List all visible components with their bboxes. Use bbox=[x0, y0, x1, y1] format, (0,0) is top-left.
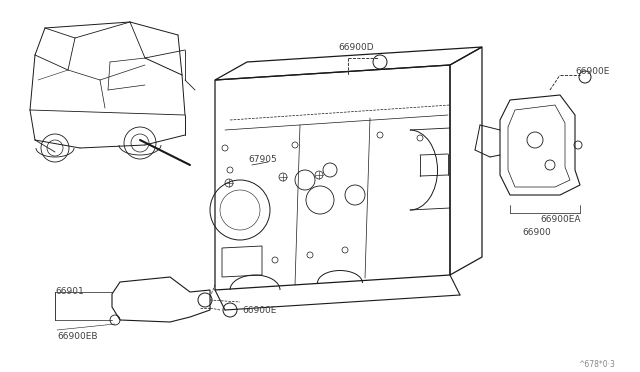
Text: 66900: 66900 bbox=[522, 228, 551, 237]
Text: 66901: 66901 bbox=[55, 287, 84, 296]
Text: 66900D: 66900D bbox=[338, 43, 374, 52]
Text: ^678*0·3: ^678*0·3 bbox=[578, 360, 615, 369]
Text: 66900EA: 66900EA bbox=[540, 215, 580, 224]
Text: 67905: 67905 bbox=[248, 155, 276, 164]
Text: 66900EB: 66900EB bbox=[57, 332, 97, 341]
Text: 66900E: 66900E bbox=[575, 67, 609, 76]
Text: 66900E: 66900E bbox=[242, 306, 276, 315]
